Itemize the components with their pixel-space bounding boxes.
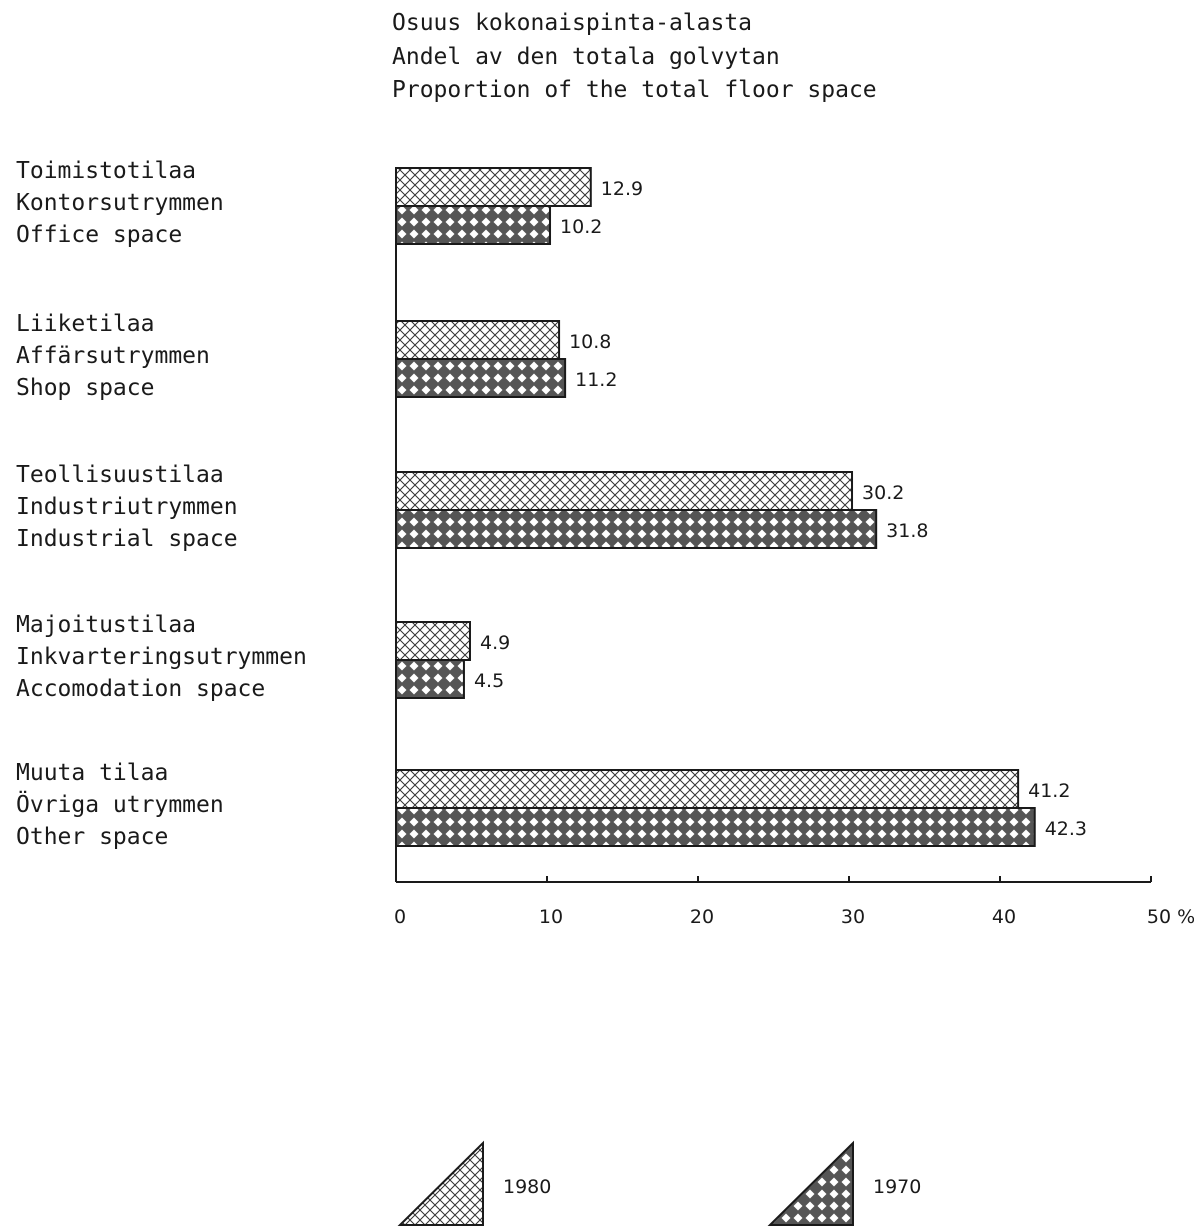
value-label: 41.2	[1028, 780, 1070, 802]
category-label: Muuta tilaa	[16, 760, 168, 786]
value-label: 4.5	[474, 670, 504, 692]
title-line-sv: Andel av den totala golvytan	[392, 44, 780, 70]
category-label: Liiketilaa	[16, 311, 154, 337]
category-label: Industriutrymmen	[16, 494, 238, 520]
category-label: Inkvarteringsutrymmen	[16, 644, 307, 670]
legend-swatch	[397, 1140, 484, 1226]
value-label: 10.8	[569, 331, 611, 353]
legend-label: 1980	[503, 1176, 551, 1198]
legend-label: 1970	[873, 1176, 921, 1198]
category-label: Övriga utrymmen	[16, 790, 224, 818]
bar-1970	[395, 205, 552, 245]
bar-1970	[395, 509, 878, 549]
category-label: Majoitustilaa	[16, 612, 196, 638]
x-tick-label: 10	[539, 906, 563, 928]
title-line-fi: Osuus kokonaispinta-alasta	[392, 10, 752, 36]
category-label: Kontorsutrymmen	[16, 190, 224, 216]
category-label: Other space	[16, 824, 168, 850]
value-label: 31.8	[886, 520, 928, 542]
x-tick-label: 40	[992, 906, 1016, 928]
category-label: Office space	[16, 222, 182, 248]
bar-1970	[395, 659, 465, 699]
x-axis: 0 10 20 30 40 50 %	[394, 168, 1194, 928]
x-tick-label: 0	[394, 906, 406, 928]
bars: 12.9 10.8 30.2 4.9 41.2 10.2 11.2 31.8 4.5 42.3	[395, 167, 1087, 847]
value-label: 30.2	[862, 482, 904, 504]
x-tick-label: 50 %	[1147, 906, 1194, 928]
category-label: Shop space	[16, 375, 154, 401]
category-labels: Toimistotilaa Kontorsutrymmen Office space…	[16, 158, 307, 850]
category-label: Accomodation space	[16, 676, 265, 702]
bar-1980	[395, 320, 561, 360]
bar-1980	[395, 471, 854, 511]
bar-1980	[395, 769, 1020, 809]
value-label: 12.9	[601, 178, 643, 200]
chart-title: Osuus kokonaispinta-alasta Andel av den …	[392, 10, 877, 103]
category-label: Industrial space	[16, 526, 238, 552]
bar-1980	[395, 621, 471, 661]
category-label: Teollisuustilaa	[16, 462, 224, 488]
bar-1970	[395, 358, 567, 398]
category-label: Toimistotilaa	[16, 158, 196, 184]
value-label: 4.9	[480, 632, 510, 654]
legend-swatch	[767, 1140, 854, 1226]
value-label: 42.3	[1045, 818, 1087, 840]
legend: 1980 1970	[397, 1140, 921, 1226]
x-tick-label: 30	[841, 906, 865, 928]
category-label: Affärsutrymmen	[16, 343, 210, 369]
x-tick-label: 20	[690, 906, 714, 928]
bar-1980	[395, 167, 592, 207]
title-line-en: Proportion of the total floor space	[392, 77, 877, 103]
value-label: 10.2	[560, 216, 602, 238]
bar-1970	[395, 807, 1036, 847]
value-label: 11.2	[575, 369, 617, 391]
